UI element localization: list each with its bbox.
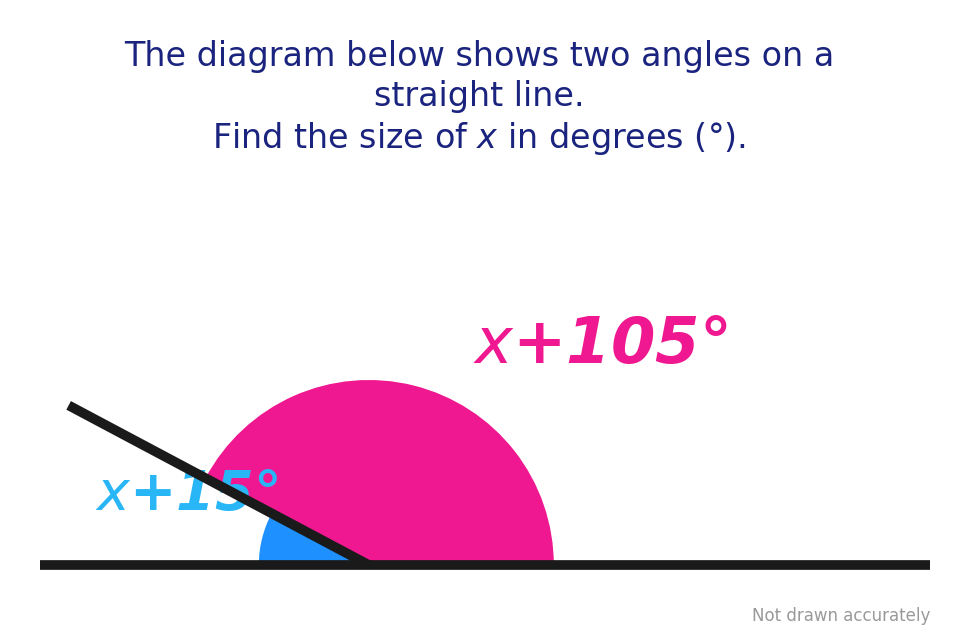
Text: Not drawn accurately: Not drawn accurately xyxy=(752,607,930,625)
Wedge shape xyxy=(205,380,554,565)
Wedge shape xyxy=(259,513,369,565)
Text: The diagram below shows two angles on a: The diagram below shows two angles on a xyxy=(124,40,834,73)
Text: $x$+15°: $x$+15° xyxy=(95,468,278,522)
Text: $x$+105°: $x$+105° xyxy=(472,314,727,376)
Text: straight line.: straight line. xyxy=(374,80,584,113)
Text: Find the size of $x$ in degrees (°).: Find the size of $x$ in degrees (°). xyxy=(212,120,746,157)
